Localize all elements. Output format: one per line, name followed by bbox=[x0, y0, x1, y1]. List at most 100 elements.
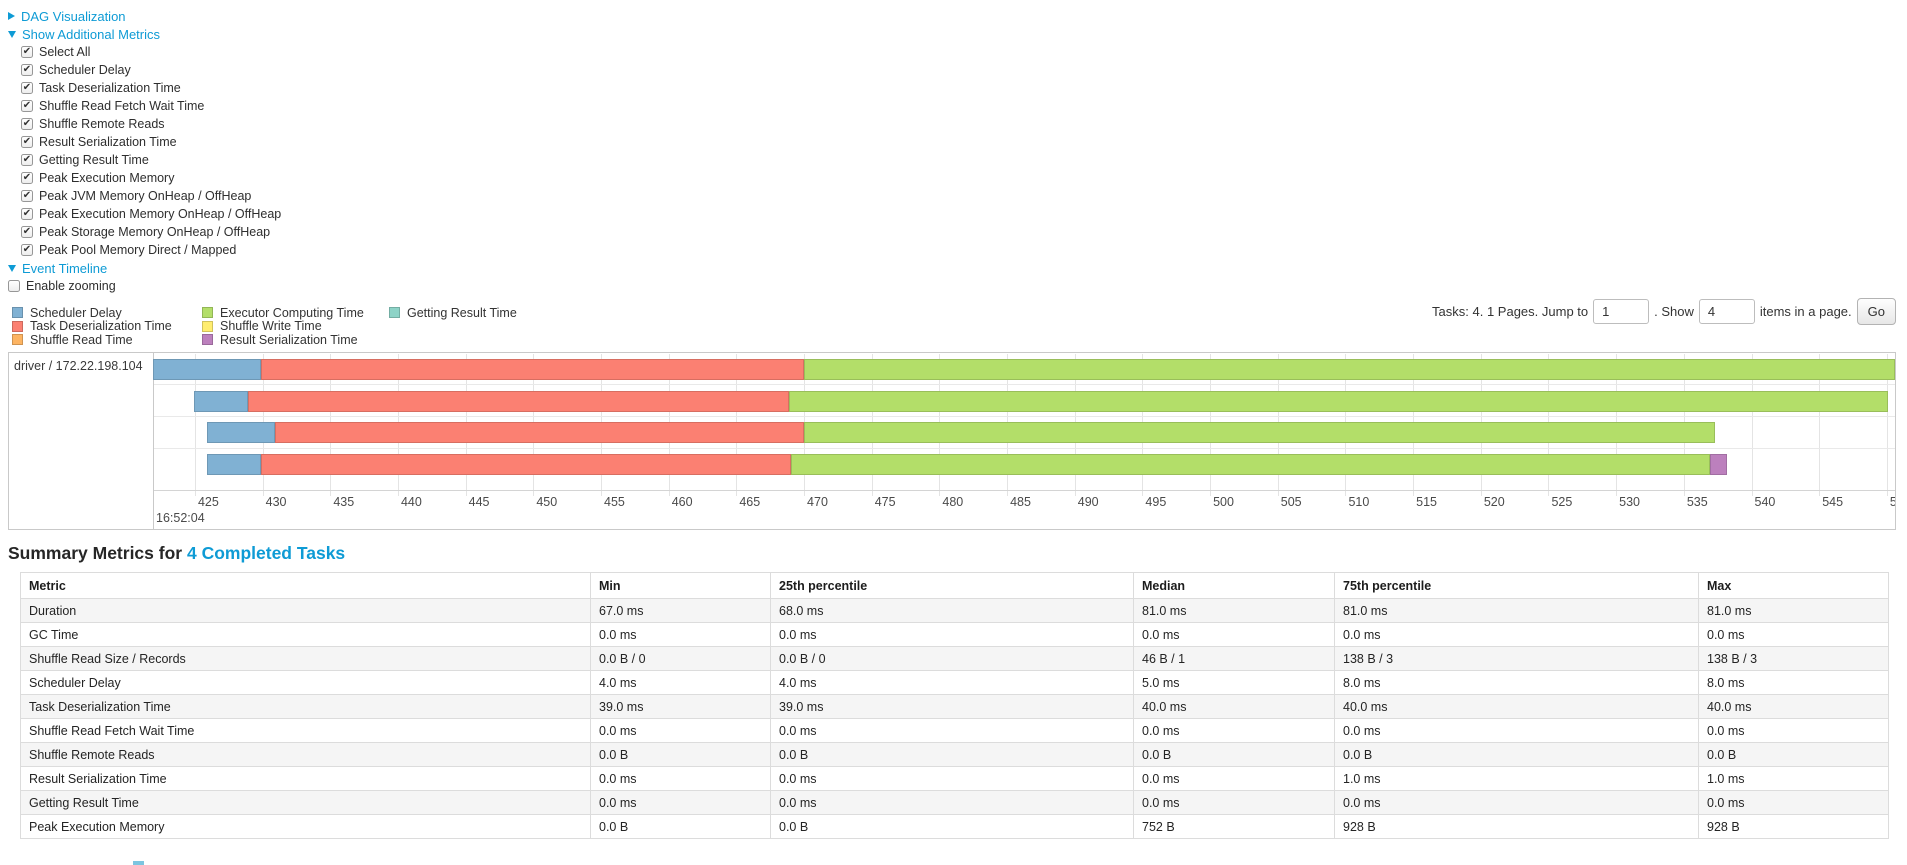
metric-value-cell: 0.0 ms bbox=[1698, 790, 1889, 815]
metric-checkbox[interactable]: ✔ bbox=[21, 100, 33, 112]
metric-value-cell: 0.0 ms bbox=[1334, 718, 1699, 743]
pagination-after-text: items in a page. bbox=[1759, 303, 1852, 319]
metrics-column-header: Max bbox=[1698, 572, 1889, 599]
metric-checkbox[interactable]: ✔ bbox=[21, 226, 33, 238]
metric-checkbox[interactable]: ✔ bbox=[21, 46, 33, 58]
metric-checkbox[interactable]: ✔ bbox=[21, 118, 33, 130]
show-additional-metrics-link[interactable]: Show Additional Metrics bbox=[22, 26, 161, 42]
task-bar-segment-result-serialization[interactable] bbox=[1709, 453, 1728, 475]
timeline-tick-label: 430 bbox=[265, 495, 287, 509]
metric-name-cell: Getting Result Time bbox=[20, 790, 591, 815]
executor-computing-swatch-icon bbox=[202, 307, 213, 319]
event-timeline-link[interactable]: Event Timeline bbox=[22, 260, 108, 276]
metric-value-cell: 928 B bbox=[1334, 814, 1699, 839]
metric-checkbox[interactable]: ✔ bbox=[21, 64, 33, 76]
timeline-tick-label: 540 bbox=[1754, 495, 1776, 509]
metric-checkbox-row: ✔ Select All bbox=[8, 43, 281, 61]
cutoff-next-section-sliver bbox=[133, 861, 144, 865]
show-additional-metrics-toggle[interactable]: Show Additional Metrics bbox=[8, 25, 281, 43]
metric-name-cell: Shuffle Remote Reads bbox=[20, 742, 591, 767]
legend-item: Result Serialization Time bbox=[202, 333, 364, 347]
go-button[interactable]: Go bbox=[1856, 297, 1896, 325]
metric-value-cell: 1.0 ms bbox=[1334, 766, 1699, 791]
timeline-tick bbox=[1345, 490, 1347, 496]
metric-name-cell: Peak Execution Memory bbox=[20, 814, 591, 839]
metric-value-cell: 0.0 ms bbox=[1133, 790, 1335, 815]
metric-value-cell: 0.0 B bbox=[1334, 742, 1699, 767]
task-bar-segment-task-deserialization[interactable] bbox=[247, 390, 790, 412]
expanded-arrow-icon bbox=[8, 30, 16, 38]
metric-value-cell: 0.0 ms bbox=[770, 718, 1134, 743]
metric-checkbox[interactable]: ✔ bbox=[21, 154, 33, 166]
task-bar-segment-scheduler-delay[interactable] bbox=[207, 453, 262, 475]
items-per-page-input[interactable] bbox=[1698, 298, 1755, 324]
metric-value-cell: 4.0 ms bbox=[590, 670, 771, 695]
metric-value-cell: 40.0 ms bbox=[1133, 694, 1335, 719]
timeline-tick-label: 440 bbox=[400, 495, 422, 509]
metric-checkbox[interactable]: ✔ bbox=[21, 244, 33, 256]
metric-name-cell: Duration bbox=[20, 598, 591, 623]
timeline-tick-label: 500 bbox=[1213, 495, 1234, 509]
jump-to-page-input[interactable] bbox=[1593, 298, 1650, 324]
timeline-tick-label: 425 bbox=[197, 495, 219, 509]
task-bar-segment-task-deserialization[interactable] bbox=[274, 422, 805, 443]
dag-visualization-link[interactable]: DAG Visualization bbox=[21, 8, 126, 24]
timeline-tick-label: 475 bbox=[874, 495, 896, 509]
task-bar-segment-executor-computing[interactable] bbox=[789, 390, 1889, 412]
metric-checkbox-row: ✔ Task Deserialization Time bbox=[8, 79, 281, 97]
metric-checkbox[interactable]: ✔ bbox=[21, 190, 33, 202]
metric-value-cell: 81.0 ms bbox=[1334, 598, 1699, 623]
metrics-table-row: Peak Execution Memory 0.0 B 0.0 B 752 B 928 … bbox=[20, 814, 1889, 839]
task-bar-segment-executor-computing[interactable] bbox=[790, 453, 1710, 475]
metric-checkbox-label: Peak Execution Memory OnHeap / OffHeap bbox=[39, 207, 282, 221]
legend-item: Executor Computing Time bbox=[202, 306, 364, 320]
metric-value-cell: 0.0 B / 0 bbox=[590, 646, 771, 671]
timeline-tick-label: 550 bbox=[1890, 495, 1895, 509]
expanded-arrow-icon bbox=[8, 264, 16, 272]
metric-value-cell: 1.0 ms bbox=[1698, 766, 1889, 791]
metric-checkbox-label: Select All bbox=[39, 45, 91, 59]
metric-checkbox-row: ✔ Peak Storage Memory OnHeap / OffHeap bbox=[8, 223, 281, 241]
metric-checkbox[interactable]: ✔ bbox=[21, 172, 33, 184]
metric-value-cell: 0.0 ms bbox=[1133, 718, 1335, 743]
timeline-tick bbox=[1751, 490, 1753, 496]
event-timeline-toggle[interactable]: Event Timeline bbox=[8, 259, 281, 277]
task-bar-segment-executor-computing[interactable] bbox=[804, 359, 1895, 380]
metric-checkbox[interactable]: ✔ bbox=[21, 208, 33, 220]
task-bar-segment-scheduler-delay[interactable] bbox=[153, 359, 262, 380]
task-bar-segment-executor-computing[interactable] bbox=[804, 422, 1715, 443]
legend-item-label: Scheduler Delay bbox=[30, 305, 122, 320]
metric-value-cell: 752 B bbox=[1133, 814, 1335, 839]
timeline-gridline bbox=[1886, 354, 1888, 491]
metric-name-cell: Task Deserialization Time bbox=[20, 694, 591, 719]
metric-value-cell: 68.0 ms bbox=[770, 598, 1134, 623]
timeline-tick bbox=[330, 490, 332, 496]
task-bar-segment-task-deserialization[interactable] bbox=[261, 453, 791, 475]
timeline-tick bbox=[465, 490, 467, 496]
metric-checkbox-row: ✔ Peak JVM Memory OnHeap / OffHeap bbox=[8, 187, 281, 205]
metric-checkbox-label: Peak Execution Memory bbox=[39, 171, 175, 185]
timeline-tick bbox=[1819, 490, 1821, 496]
legend-item-label: Executor Computing Time bbox=[220, 305, 364, 320]
metric-value-cell: 40.0 ms bbox=[1698, 694, 1889, 719]
completed-tasks-link[interactable]: 4 Completed Tasks bbox=[186, 543, 346, 563]
metric-value-cell: 0.0 B bbox=[770, 742, 1134, 767]
enable-zooming-checkbox[interactable] bbox=[8, 280, 20, 292]
metrics-column-header: Metric bbox=[20, 572, 591, 599]
task-bar-segment-scheduler-delay[interactable] bbox=[207, 422, 275, 443]
metric-value-cell: 8.0 ms bbox=[1698, 670, 1889, 695]
metric-value-cell: 39.0 ms bbox=[770, 694, 1134, 719]
task-bar-segment-scheduler-delay[interactable] bbox=[193, 390, 248, 412]
metric-checkbox[interactable]: ✔ bbox=[21, 82, 33, 94]
metric-checkbox[interactable]: ✔ bbox=[21, 136, 33, 148]
timeline-tick-label: 535 bbox=[1686, 495, 1708, 509]
metric-checkbox-label: Shuffle Read Fetch Wait Time bbox=[39, 99, 205, 113]
dag-visualization-toggle[interactable]: DAG Visualization bbox=[8, 7, 281, 25]
metric-value-cell: 0.0 ms bbox=[770, 766, 1134, 791]
task-bar-segment-task-deserialization[interactable] bbox=[261, 359, 805, 380]
event-timeline-chart: 425 430 435 440 445 450 455 460 465 470 475 480 485 4… bbox=[8, 352, 1896, 530]
summary-heading-text: Summary Metrics for bbox=[8, 543, 183, 563]
metric-checkbox-label: Peak JVM Memory OnHeap / OffHeap bbox=[39, 189, 252, 203]
metric-value-cell: 0.0 B bbox=[590, 814, 771, 839]
timeline-tick bbox=[1277, 490, 1279, 496]
